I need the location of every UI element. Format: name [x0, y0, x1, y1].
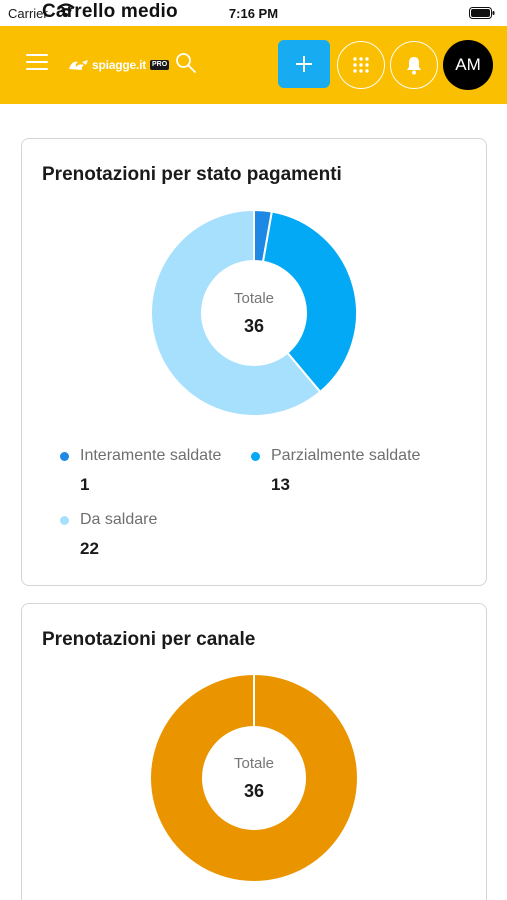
card-title: Prenotazioni per stato pagamenti: [42, 164, 342, 185]
legend-value: 22: [80, 539, 99, 558]
channel-donut-chart: Totale 36: [150, 675, 357, 881]
bell-icon: [407, 57, 421, 75]
legend-item-to-pay[interactable]: Da saldare 22: [60, 511, 157, 559]
search-icon[interactable]: [175, 52, 197, 74]
channel-donut-slice[interactable]: [150, 675, 357, 881]
battery-icon: [469, 7, 495, 19]
screen-title: Carrello medio: [42, 1, 178, 22]
avatar[interactable]: AM: [443, 40, 493, 90]
payments-donut-chart: Totale 36: [150, 208, 358, 417]
donut-svg: [150, 208, 358, 417]
legend-dot: [251, 451, 260, 461]
logo-wave-icon: [69, 60, 88, 70]
channel-card: Prenotazioni per canale Totale 36: [21, 603, 487, 900]
legend-label: Da saldare: [80, 511, 158, 528]
status-time: 7:16 PM: [228, 6, 279, 21]
spiagge-logo[interactable]: spiagge.it PRO: [68, 56, 170, 74]
legend-value: 13: [271, 475, 290, 494]
payments-donut-slice-2[interactable]: [150, 208, 322, 417]
apps-button[interactable]: [337, 41, 385, 89]
legend-dot: [60, 515, 69, 525]
total-label: Totale: [233, 289, 275, 307]
notifications-button[interactable]: [390, 41, 438, 89]
donut-center: Totale 36: [151, 675, 357, 881]
carrier-label: Carrier: [8, 6, 48, 21]
legend-label: Interamente saldate: [80, 447, 222, 464]
legend-dot: [60, 451, 69, 461]
payments-donut-slice-1[interactable]: [261, 210, 358, 394]
total-label: Totale: [233, 754, 275, 772]
card-title: Prenotazioni per canale: [42, 629, 256, 650]
wifi-icon: [57, 3, 75, 17]
top-app-bar: spiagge.it PRO AM: [0, 26, 507, 104]
pro-badge: PRO: [150, 60, 170, 70]
legend-value: 1: [80, 475, 90, 494]
donut-svg: [150, 675, 357, 881]
logo-text: spiagge.it: [92, 58, 147, 72]
plus-icon: [296, 56, 312, 72]
legend-item-partially-paid[interactable]: Parzialmente saldate 13: [251, 447, 420, 495]
apps-grid-icon: [353, 57, 369, 73]
total-value: 36: [243, 315, 265, 336]
avatar-initials: AM: [455, 55, 481, 74]
menu-icon[interactable]: [26, 54, 48, 72]
total-value: 36: [243, 780, 265, 801]
status-bar: Carrier Carrello medio 7:16 PM: [0, 0, 507, 26]
add-button[interactable]: [278, 40, 330, 88]
donut-center: Totale 36: [151, 210, 357, 416]
legend-item-fully-paid[interactable]: Interamente saldate 1: [60, 447, 221, 495]
payments-status-card: Prenotazioni per stato pagamenti Totale …: [21, 138, 487, 586]
legend-label: Parzialmente saldate: [271, 447, 421, 464]
